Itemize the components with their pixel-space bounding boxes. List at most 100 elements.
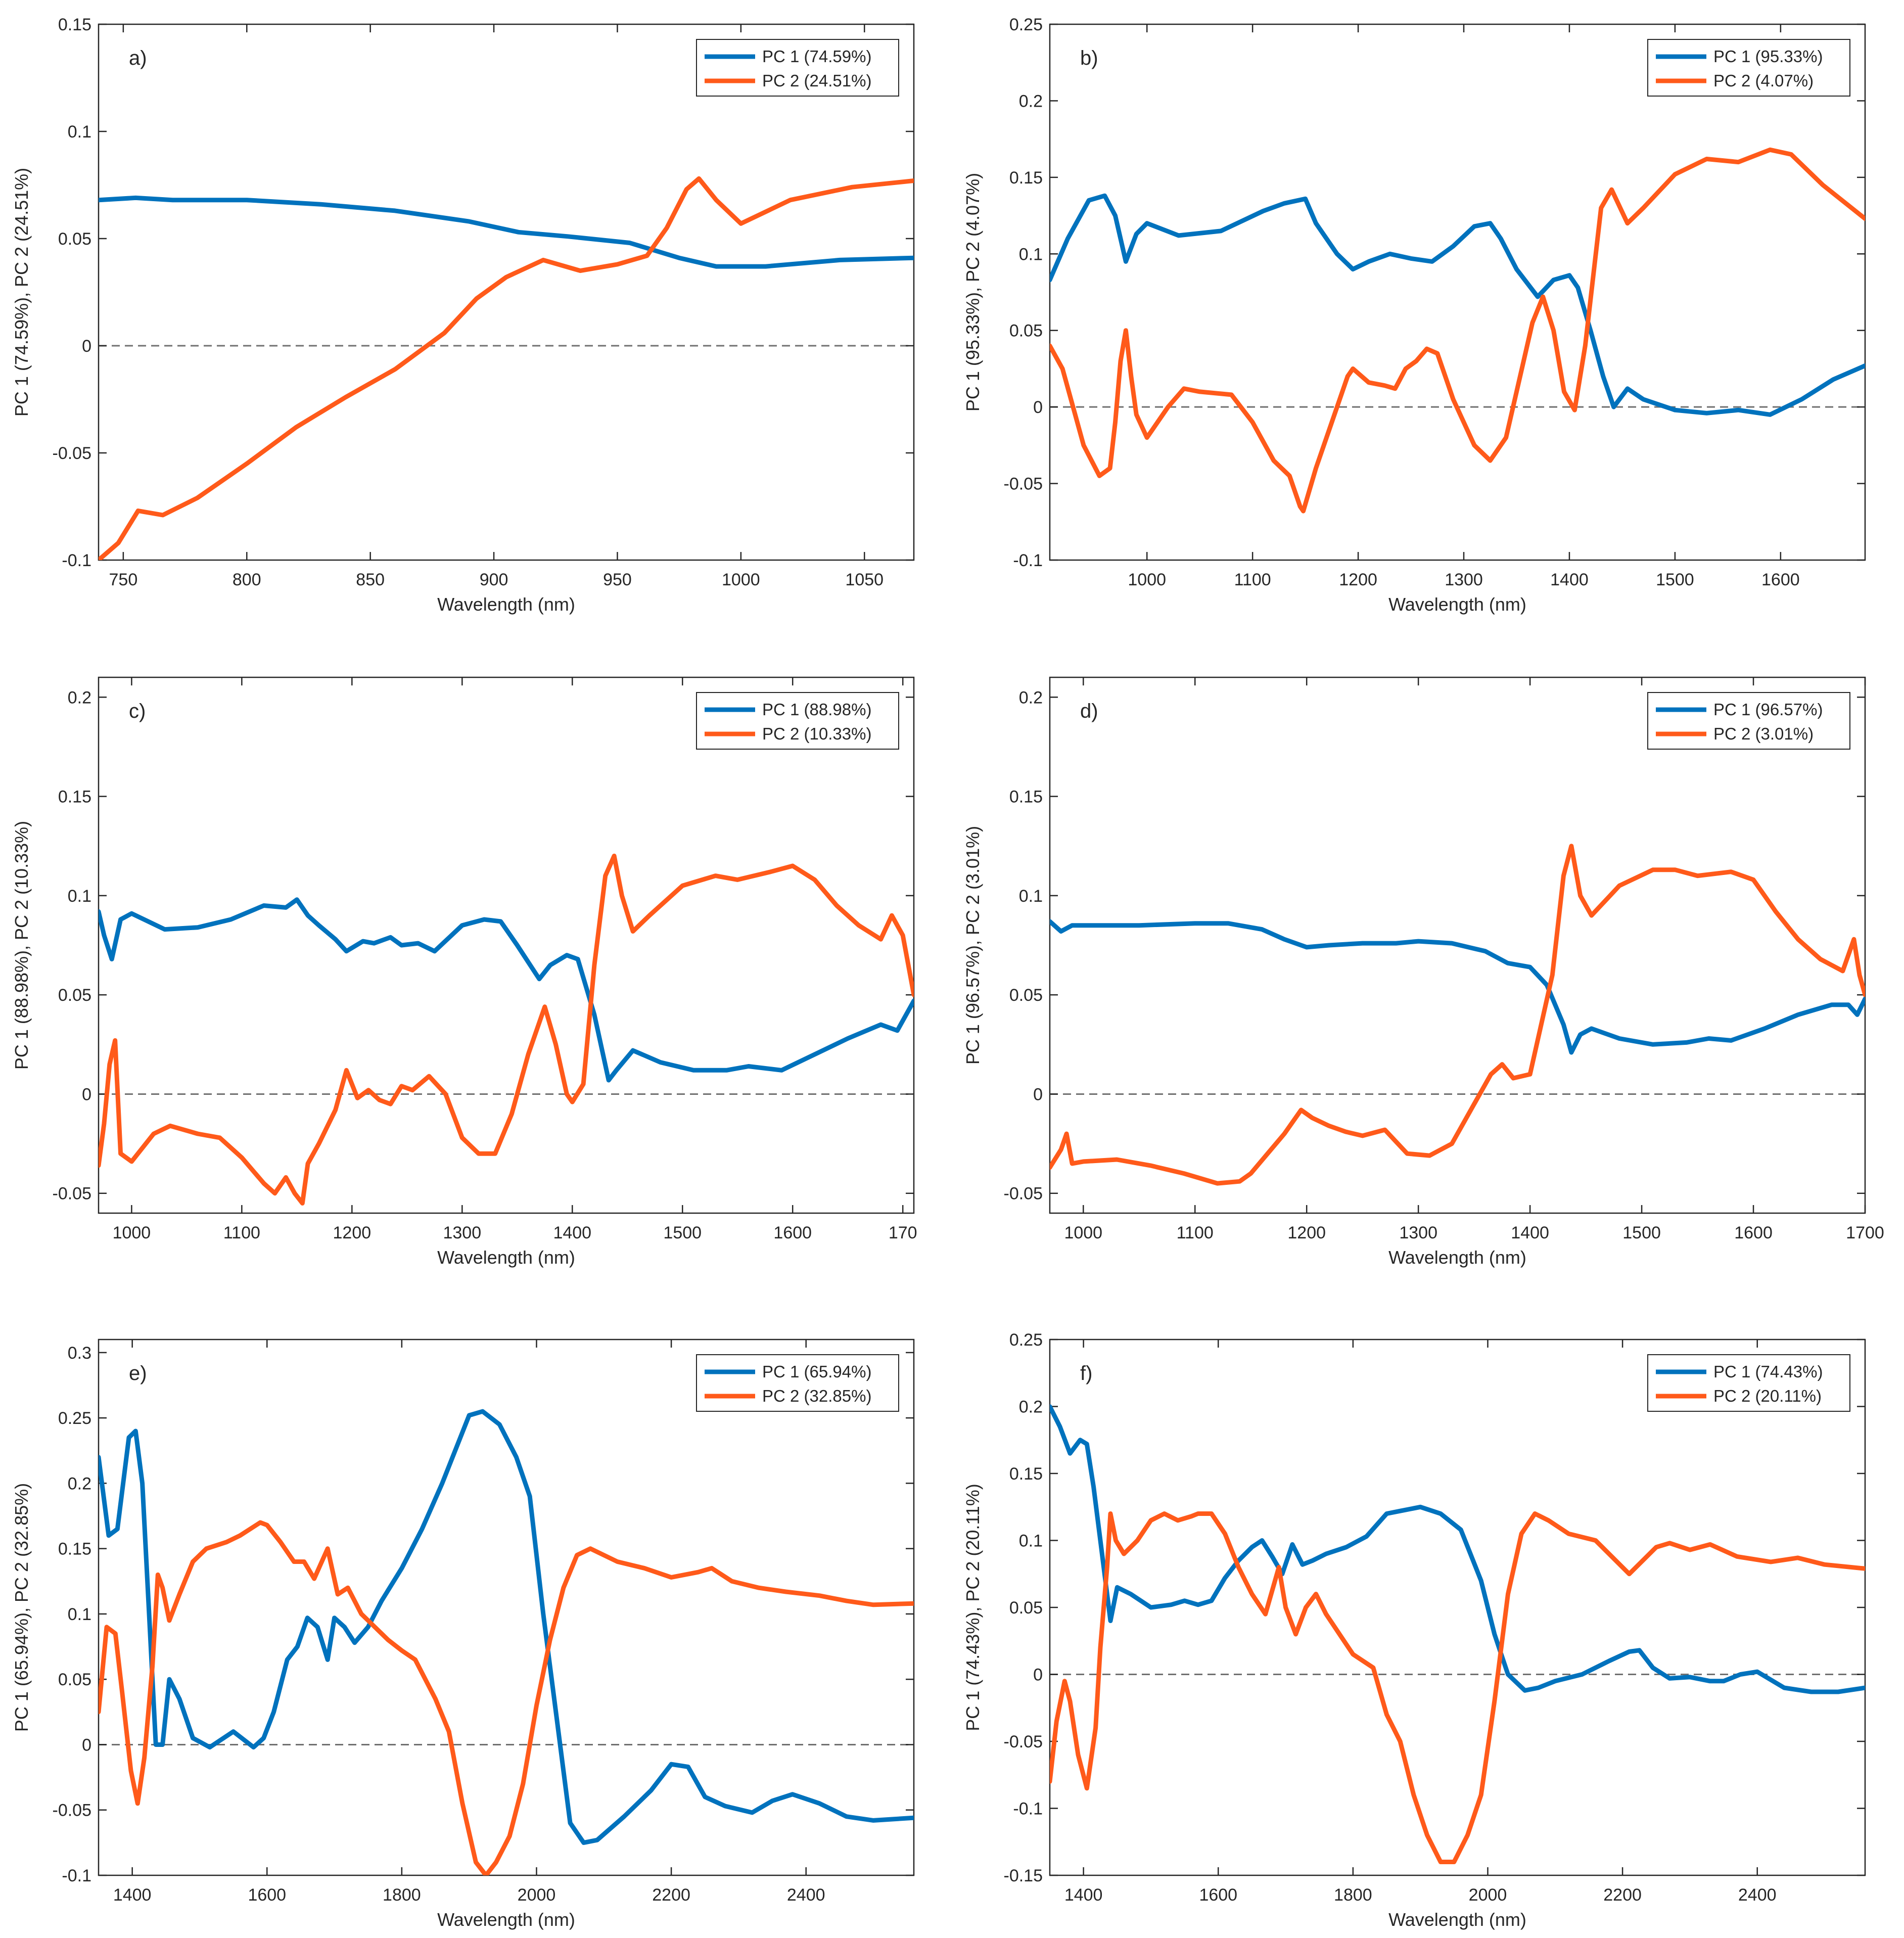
panel-label: a) (129, 47, 147, 69)
y-tick-label: 0.05 (1009, 1598, 1043, 1618)
axes-frame (98, 1339, 915, 1876)
series-line-pc1 (99, 897, 914, 1083)
y-tick-label: -0.05 (53, 444, 92, 463)
legend: PC 1 (74.43%) PC 2 (20.11%) (1647, 1354, 1850, 1412)
y-tick-label: 0.2 (1019, 688, 1043, 707)
legend: PC 1 (65.94%) PC 2 (32.85%) (696, 1354, 899, 1412)
x-tick-label: 1400 (553, 1223, 591, 1242)
x-axis-label: Wavelength (nm) (1388, 594, 1526, 615)
x-axis-label: Wavelength (nm) (437, 1909, 575, 1930)
y-tick-label: 0.1 (1019, 1532, 1043, 1551)
legend-entry-pc1: PC 1 (65.94%) (762, 1362, 871, 1381)
x-tick-label: 2400 (787, 1885, 825, 1905)
chart-panel-3: -0.05 0 0.05 0.1 0.15 0.2 1000 1100 1200 1300 1400… (962, 676, 1884, 1268)
y-tick-label: -0.05 (53, 1184, 92, 1204)
y-tick-label: 0.15 (1009, 168, 1043, 188)
x-tick-label: 2200 (652, 1885, 690, 1905)
y-tick-label: 0.2 (1019, 1398, 1043, 1417)
x-tick-label: 1300 (1399, 1223, 1437, 1242)
y-tick-label: 0.3 (68, 1344, 91, 1363)
axes-frame (1049, 676, 1866, 1214)
x-tick-label: 1600 (773, 1223, 812, 1242)
x-tick-label: 950 (603, 570, 632, 589)
y-tick-label: 0.05 (1009, 986, 1043, 1005)
x-tick-label: 1000 (722, 570, 760, 589)
x-tick-label: 2000 (518, 1885, 556, 1905)
x-tick-label: 1500 (1656, 570, 1694, 589)
legend-entry-pc2: PC 2 (10.33%) (762, 724, 871, 743)
legend-box (696, 39, 899, 97)
x-tick-label: 1200 (1339, 570, 1377, 589)
y-tick-label: -0.15 (1004, 1866, 1043, 1885)
x-tick-label: 1100 (1177, 1223, 1214, 1242)
x-tick-label: 1700 (1846, 1223, 1884, 1242)
y-tick-label: 0 (82, 1735, 91, 1755)
series-line-pc2 (1050, 844, 1865, 1186)
axes-frame (98, 23, 915, 561)
legend-box (1647, 39, 1850, 97)
x-tick-label: 1500 (1622, 1223, 1661, 1242)
legend-box (696, 1354, 899, 1412)
y-axis-label: PC 1 (74.59%), PC 2 (24.51%) (11, 168, 32, 417)
y-tick-label: 0.15 (58, 1540, 91, 1559)
legend-entry-pc1: PC 1 (95.33%) (1713, 47, 1823, 66)
series-line-pc1 (1050, 919, 1865, 1055)
series-line-pc1 (99, 1409, 914, 1845)
y-tick-label: 0.15 (1009, 788, 1043, 807)
y-tick-label: 0.05 (58, 229, 91, 249)
y-tick-label: 0.1 (1019, 245, 1043, 264)
chart-panel-4: -0.1 -0.05 0 0.05 0.1 0.15 0.2 0.25 0.3 1400 1600 1… (11, 1339, 915, 1930)
panel-label: f) (1080, 1362, 1092, 1385)
x-tick-label: 1200 (333, 1223, 371, 1242)
y-tick-label: -0.05 (1004, 1732, 1043, 1751)
axes-frame (1049, 23, 1866, 561)
y-axis-label: PC 1 (65.94%), PC 2 (32.85%) (11, 1483, 32, 1732)
x-tick-label: 1300 (1445, 570, 1483, 589)
legend: PC 1 (96.57%) PC 2 (3.01%) (1647, 692, 1850, 750)
y-tick-label: 0 (1033, 1085, 1043, 1104)
chart-panel-0: -0.1 -0.05 0 0.05 0.1 0.15 750 800 850 900 950 1000… (11, 15, 915, 615)
x-tick-label: 1000 (1064, 1223, 1102, 1242)
y-tick-label: -0.1 (62, 551, 91, 570)
legend-box (1647, 1354, 1850, 1412)
y-tick-label: 0 (1033, 1666, 1043, 1685)
y-tick-label: 0.1 (68, 887, 91, 906)
series-line-pc2 (99, 176, 914, 560)
y-tick-label: -0.05 (1004, 475, 1043, 494)
series-line-pc2 (99, 853, 914, 1206)
y-tick-label: 0.15 (1009, 1464, 1043, 1484)
legend-box (696, 692, 899, 750)
legend-entry-pc1: PC 1 (74.59%) (762, 47, 871, 66)
legend-entry-pc2: PC 2 (3.01%) (1713, 724, 1814, 743)
y-tick-label: 0.25 (58, 1409, 91, 1428)
legend: PC 1 (88.98%) PC 2 (10.33%) (696, 692, 899, 750)
chart-panel-5: -0.15 -0.1 -0.05 0 0.05 0.1 0.15 0.2 0.25 1400 160… (962, 1330, 1866, 1930)
y-tick-label: 0.25 (1009, 1330, 1043, 1350)
x-tick-label: 1600 (1761, 570, 1800, 589)
y-tick-label: 0.2 (1019, 91, 1043, 111)
x-tick-label: 1600 (1199, 1885, 1237, 1905)
x-tick-label: 1800 (1334, 1885, 1372, 1905)
y-tick-label: -0.05 (1004, 1184, 1043, 1204)
y-tick-label: 0.1 (68, 122, 91, 142)
series-line-pc2 (99, 1520, 914, 1875)
legend: PC 1 (74.59%) PC 2 (24.51%) (696, 39, 899, 97)
x-tick-label: 170 (889, 1223, 917, 1242)
legend-entry-pc2: PC 2 (32.85%) (762, 1387, 871, 1405)
x-tick-label: 2400 (1738, 1885, 1777, 1905)
x-tick-label: 1000 (1128, 570, 1166, 589)
x-axis-label: Wavelength (nm) (1388, 1247, 1526, 1268)
y-tick-label: -0.1 (1013, 1799, 1043, 1819)
y-tick-label: 0.05 (58, 986, 91, 1005)
x-axis-label: Wavelength (nm) (1388, 1909, 1526, 1930)
x-axis-label: Wavelength (nm) (437, 1247, 575, 1268)
series-line-pc2 (1050, 147, 1865, 514)
panel-label: b) (1080, 47, 1098, 69)
y-tick-label: 0.05 (58, 1670, 91, 1689)
y-tick-label: 0.1 (68, 1605, 91, 1624)
y-tick-label: 0.25 (1009, 15, 1043, 34)
x-axis-label: Wavelength (nm) (437, 594, 575, 615)
y-tick-label: 0 (82, 1085, 91, 1104)
x-tick-label: 2000 (1469, 1885, 1507, 1905)
